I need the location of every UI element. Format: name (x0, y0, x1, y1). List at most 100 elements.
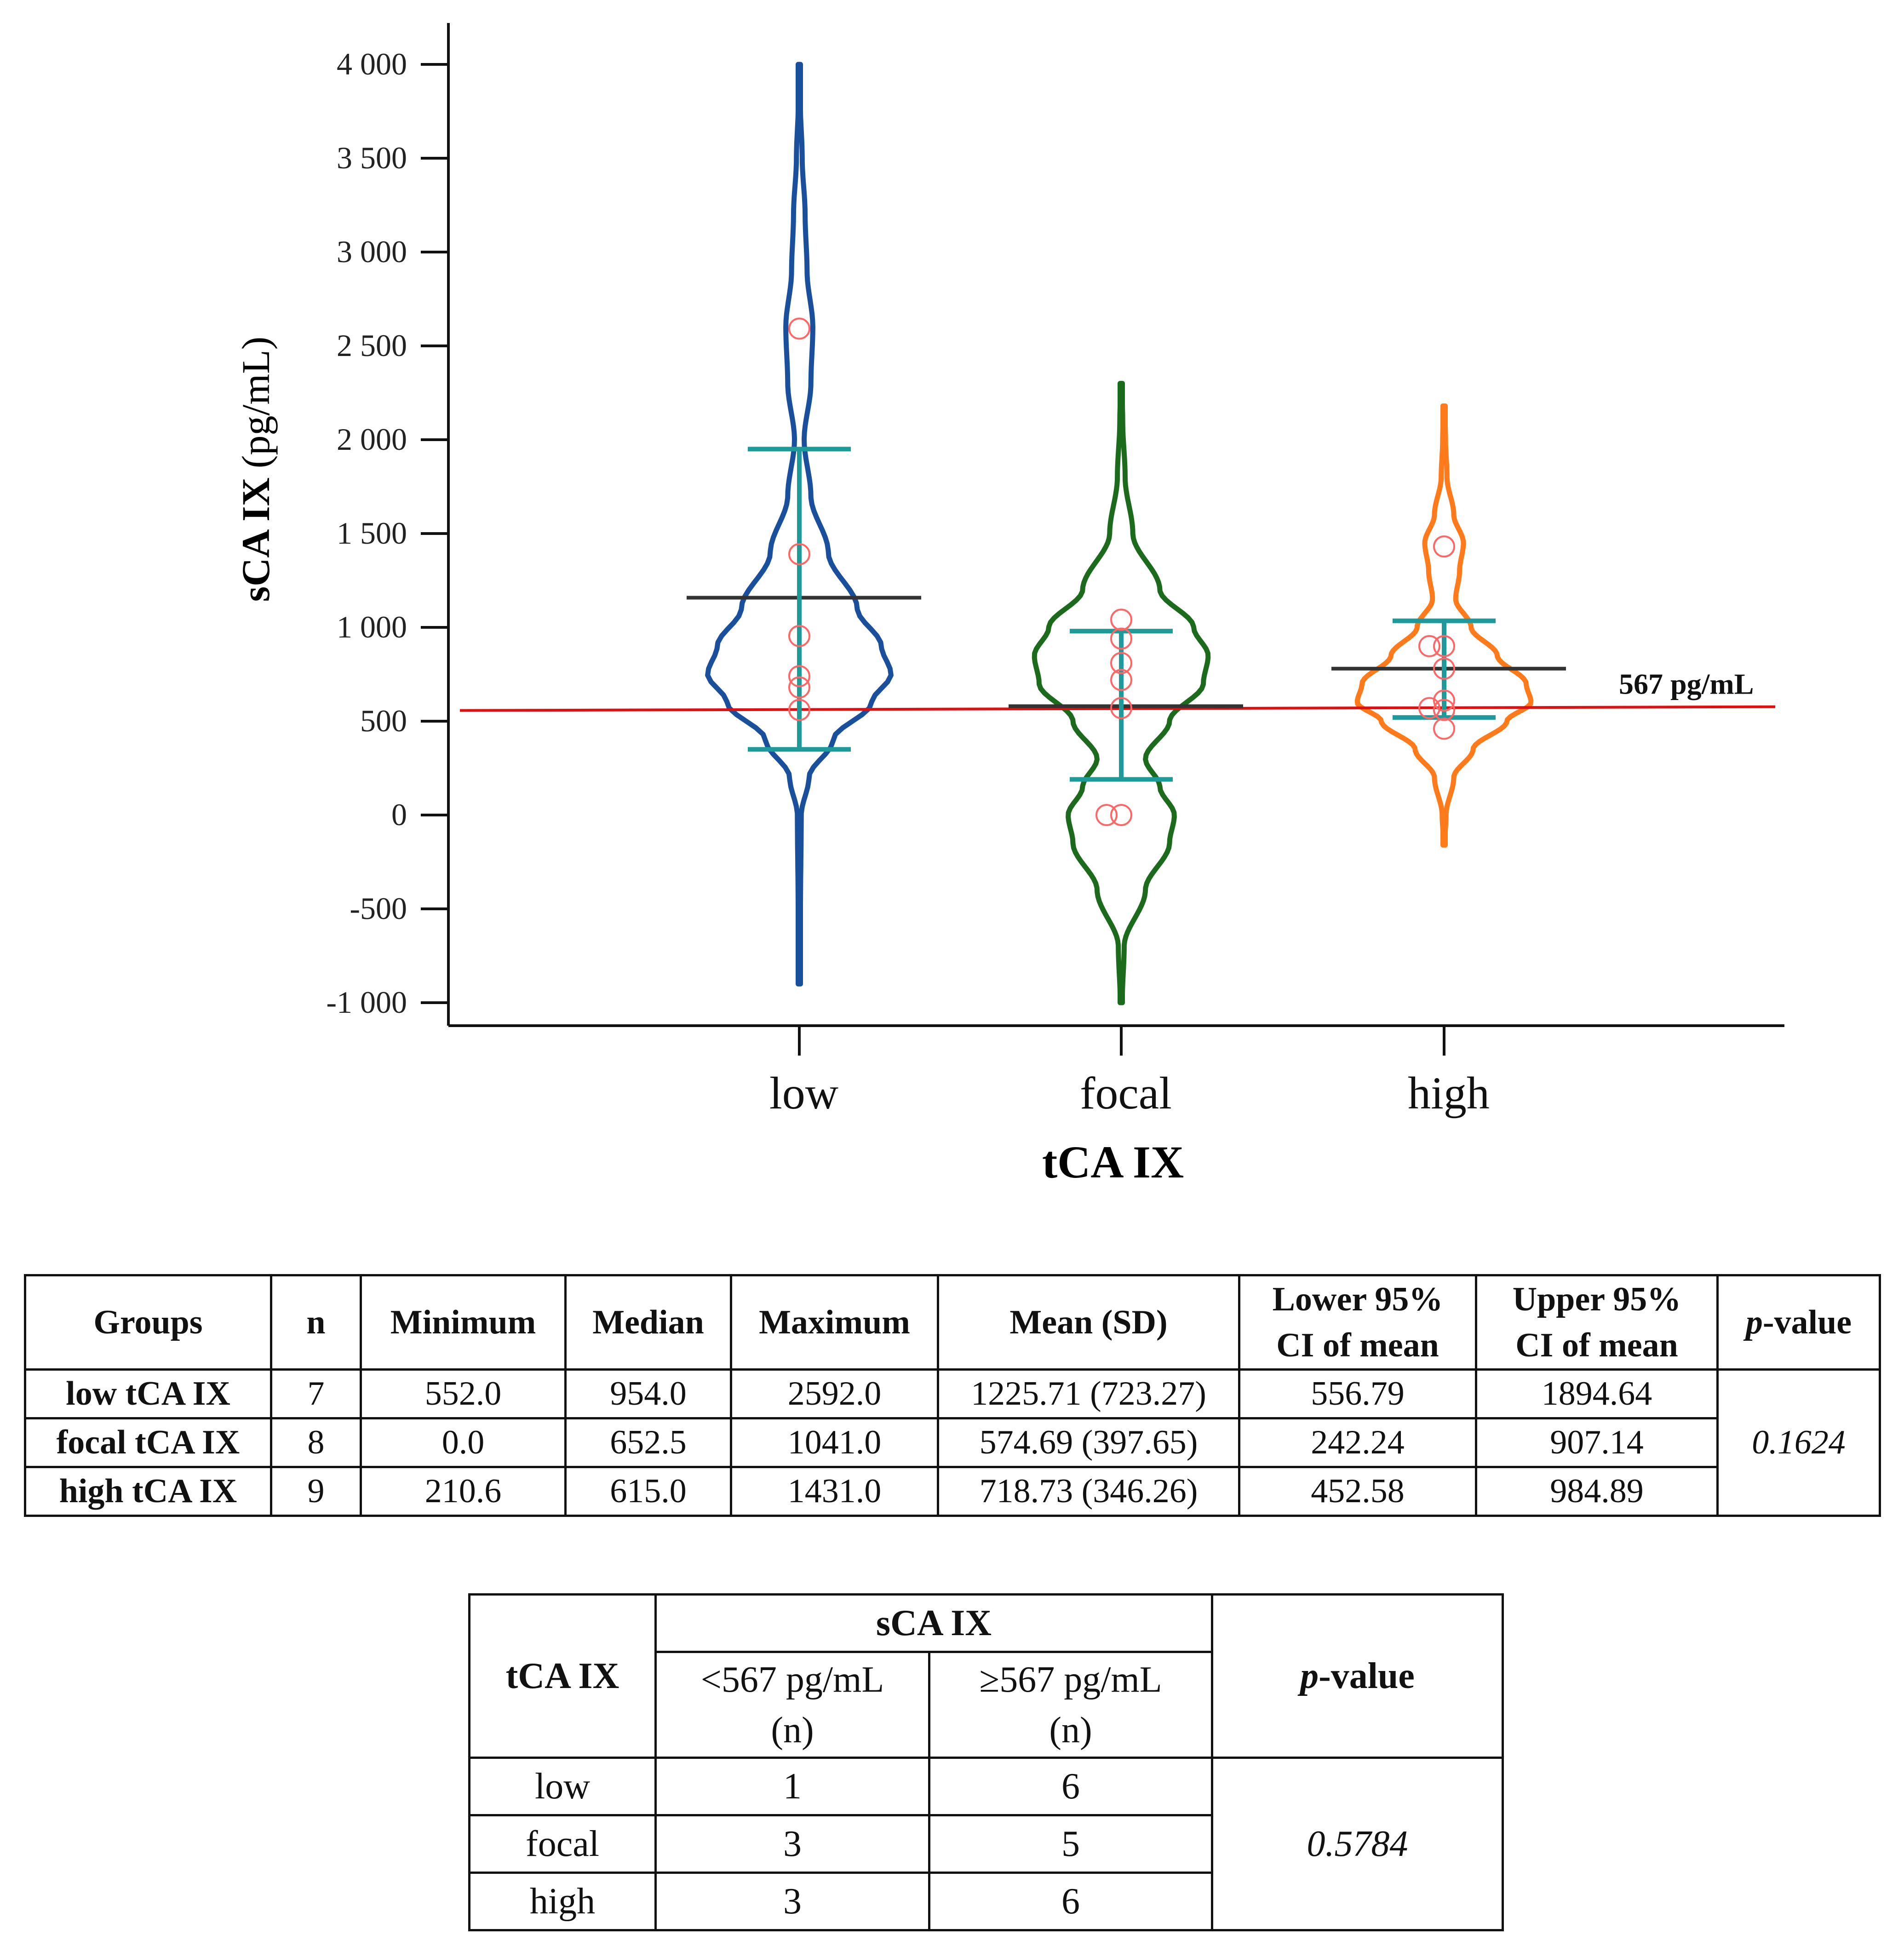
cell-minimum: 552.0 (360, 1368, 567, 1419)
data-point (1433, 535, 1455, 558)
cross-cell-above: 6 (928, 1872, 1213, 1931)
cell-group: focal tCA IX (24, 1417, 272, 1468)
cell-upper-ci: 984.89 (1475, 1466, 1719, 1517)
data-point (788, 625, 810, 647)
header-lower-ci: Lower 95% CI of mean (1238, 1274, 1477, 1371)
cross-cell-group: low (468, 1757, 657, 1816)
y-axis-label: sCA IX(pg/mL) (234, 337, 278, 602)
cross-header-above-line1: ≥567 pg/mL (979, 1659, 1162, 1700)
y-tick-label: 2 500 (337, 328, 407, 363)
y-tick-label: 500 (360, 703, 407, 738)
header-minimum: Minimum (360, 1274, 567, 1371)
cross-header-p-rest: -value (1319, 1655, 1415, 1696)
cross-header-p-italic: p (1300, 1655, 1319, 1696)
cross-cell-above: 5 (928, 1814, 1213, 1874)
header-mean-sd: Mean (SD) (937, 1274, 1240, 1371)
summary-stats-table: Groups n Minimum Median Maximum Mean (SD… (24, 1274, 1881, 1517)
header-n: n (270, 1274, 362, 1371)
y-tick-label: 1 500 (337, 516, 407, 551)
data-point (1433, 689, 1455, 712)
cell-maximum: 1431.0 (730, 1466, 939, 1517)
cross-row-focal: focal 3 5 (468, 1814, 1503, 1874)
data-point (788, 699, 810, 721)
threshold-line-group: 567 pg/mL (459, 668, 1776, 712)
violin-high (1354, 403, 1534, 848)
data-point (788, 676, 810, 699)
data-point (1418, 635, 1440, 657)
y-tick-label: -1 000 (326, 985, 407, 1020)
cross-cell-below: 1 (654, 1757, 930, 1816)
cell-median: 615.0 (564, 1466, 732, 1517)
cross-header-scaix: sCA IX (654, 1593, 1213, 1653)
cross-header-tcaix: tCA IX (468, 1593, 657, 1759)
data-point (1433, 718, 1455, 740)
data-point (1110, 609, 1132, 631)
x-axis: low focal high (448, 1024, 1784, 1119)
data-point (1110, 669, 1132, 691)
cross-cell-below: 3 (654, 1872, 930, 1931)
x-axis-label: tCA IX (1042, 1137, 1184, 1188)
cross-header-above: ≥567 pg/mL (n) (928, 1651, 1213, 1759)
cell-upper-ci: 907.14 (1475, 1417, 1719, 1468)
y-tick-label: 4 000 (337, 46, 407, 81)
cross-cell-p-value: 0.5784 (1211, 1757, 1504, 1931)
cell-maximum: 1041.0 (730, 1417, 939, 1468)
y-tick-label: 0 (391, 797, 407, 832)
cross-header-p-value: p-value (1211, 1593, 1504, 1759)
cell-mean-sd: 718.73 (346.26) (937, 1466, 1240, 1517)
cell-n: 9 (270, 1466, 362, 1517)
data-point (1418, 697, 1440, 719)
marks (687, 317, 1566, 826)
cross-cell-group: high (468, 1872, 657, 1931)
cell-maximum: 2592.0 (730, 1368, 939, 1419)
y-tick-label: 3 500 (337, 140, 407, 175)
data-point (1110, 652, 1132, 674)
header-p-value: p-value (1716, 1274, 1881, 1371)
header-lower-ci-line1: Lower 95% (1272, 1280, 1443, 1318)
cross-cell-above: 6 (928, 1757, 1213, 1816)
header-upper-ci: Upper 95% CI of mean (1475, 1274, 1719, 1371)
y-tick-label: -500 (350, 891, 407, 926)
y-tick-label: 2 000 (337, 422, 407, 457)
cross-cell-below: 3 (654, 1814, 930, 1874)
data-point (1095, 804, 1118, 826)
cross-header-below: <567 pg/mL (n) (654, 1651, 930, 1759)
x-tick-label: high (1408, 1068, 1490, 1119)
cell-minimum: 0.0 (360, 1417, 567, 1468)
data-point (1433, 657, 1455, 680)
threshold-label: 567 pg/mL (1619, 668, 1754, 701)
data-point (1433, 635, 1455, 657)
header-p-rest: -value (1762, 1303, 1852, 1341)
cell-lower-ci: 556.79 (1238, 1368, 1477, 1419)
y-tick-label: 1 000 (337, 609, 407, 644)
cell-minimum: 210.6 (360, 1466, 567, 1517)
cell-n: 8 (270, 1417, 362, 1468)
cell-group: low tCA IX (24, 1368, 272, 1419)
cell-upper-ci: 1894.64 (1475, 1368, 1719, 1419)
y-tick-label: 3 000 (337, 234, 407, 269)
header-lower-ci-line2: CI of mean (1276, 1326, 1439, 1364)
data-point (788, 665, 810, 688)
cell-mean-sd: 1225.71 (723.27) (937, 1368, 1240, 1419)
cell-median: 652.5 (564, 1417, 732, 1468)
violin-focal (1032, 381, 1211, 1005)
data-point (1110, 627, 1132, 650)
threshold-line (459, 705, 1776, 712)
cross-header-row-1: tCA IX sCA IX p-value (468, 1593, 1504, 1759)
header-groups: Groups (24, 1274, 272, 1371)
cross-row-low: low 1 6 0.5784 (468, 1757, 1504, 1931)
cell-mean-sd: 574.69 (397.65) (937, 1417, 1240, 1468)
cross-row-high: high 3 6 (468, 1872, 1503, 1931)
x-tick-label: focal (1080, 1068, 1172, 1119)
header-upper-ci-line1: Upper 95% (1512, 1280, 1681, 1318)
cross-cell-group: focal (468, 1814, 657, 1874)
cross-header-row-2: <567 pg/mL (n) ≥567 pg/mL (n) (470, 1651, 1503, 1759)
violin-chart: -1 000 -500 0 500 1 000 1 500 2 000 2 500 3 000 3… (234, 23, 1784, 1188)
cell-median: 954.0 (564, 1368, 732, 1419)
header-upper-ci-line2: CI of mean (1515, 1326, 1678, 1364)
data-point (788, 317, 810, 340)
threshold-crosstab: tCA IX sCA IX p-value <567 pg/mL (n) ≥567… (468, 1593, 1504, 1931)
data-point (788, 543, 810, 565)
data-point (1110, 804, 1132, 826)
y-axis: -1 000 -500 0 500 1 000 1 500 2 000 2 500 3 000 3… (326, 23, 450, 1026)
